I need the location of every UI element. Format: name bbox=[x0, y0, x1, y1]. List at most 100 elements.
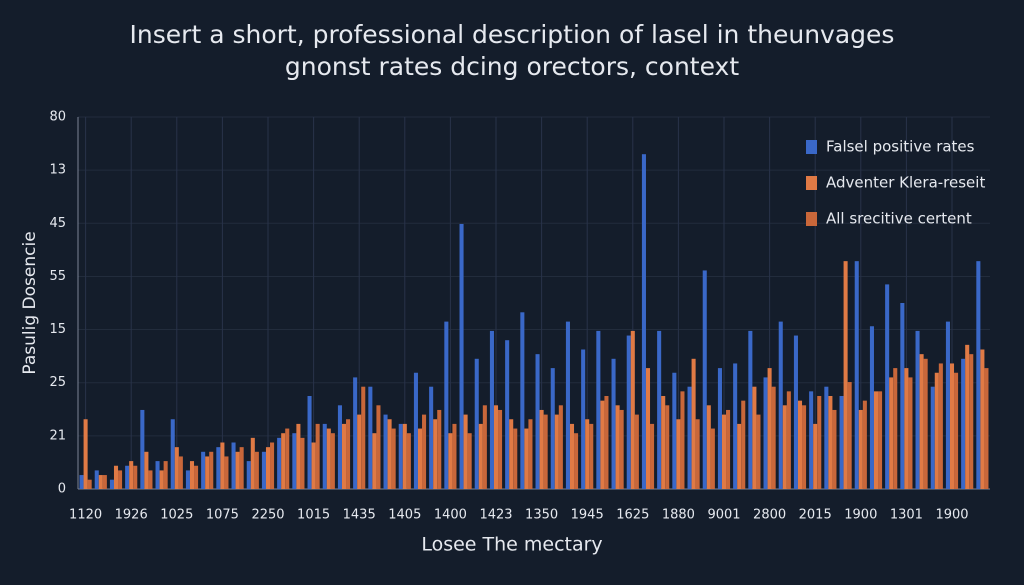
bar bbox=[224, 456, 229, 489]
bar bbox=[437, 409, 442, 489]
bar bbox=[645, 368, 651, 489]
bar bbox=[930, 386, 935, 489]
bar bbox=[862, 400, 867, 489]
bar bbox=[832, 409, 837, 489]
bar bbox=[737, 423, 742, 489]
x-axis-label: Losee The mectary bbox=[421, 534, 602, 556]
bar bbox=[417, 428, 423, 489]
bar bbox=[665, 405, 670, 489]
bar bbox=[433, 419, 438, 489]
bar bbox=[205, 456, 210, 489]
bar bbox=[254, 451, 259, 489]
bar bbox=[341, 423, 347, 489]
bar bbox=[641, 154, 646, 489]
bar bbox=[474, 358, 479, 489]
bar bbox=[687, 386, 692, 489]
bar bbox=[565, 321, 570, 489]
bar bbox=[285, 428, 290, 489]
bar bbox=[717, 368, 722, 489]
bar bbox=[839, 396, 844, 489]
bar bbox=[767, 368, 772, 489]
bar bbox=[908, 377, 913, 489]
x-tick-label: 1015 bbox=[297, 508, 330, 523]
bar bbox=[702, 270, 707, 489]
bar bbox=[813, 423, 818, 489]
y-tick-label: 80 bbox=[49, 110, 66, 125]
bar bbox=[505, 340, 510, 489]
bar bbox=[231, 442, 236, 489]
bar bbox=[463, 414, 468, 489]
bar bbox=[817, 396, 822, 489]
bar bbox=[858, 409, 863, 489]
bar bbox=[178, 456, 183, 489]
x-tick-label: 1900 bbox=[844, 508, 877, 523]
x-tick-label: 1350 bbox=[525, 508, 558, 523]
bar bbox=[444, 321, 449, 489]
x-tick-label: 1301 bbox=[890, 508, 923, 523]
bar bbox=[600, 400, 605, 489]
bar bbox=[969, 354, 974, 489]
bar bbox=[337, 405, 342, 489]
bar bbox=[220, 442, 225, 489]
bar bbox=[429, 386, 434, 489]
bar bbox=[346, 419, 351, 489]
bar bbox=[554, 414, 559, 489]
bar bbox=[763, 377, 768, 489]
y-tick-label: 55 bbox=[49, 269, 66, 284]
bar bbox=[824, 386, 829, 489]
chart-title: Insert a short, professional description… bbox=[130, 20, 895, 49]
legend-label: All srecitive certent bbox=[826, 210, 972, 228]
x-tick-label: 1926 bbox=[115, 508, 148, 523]
x-tick-label: 2250 bbox=[251, 508, 284, 523]
bar bbox=[398, 423, 403, 489]
bar bbox=[326, 428, 331, 489]
bar bbox=[174, 447, 179, 489]
x-tick-label: 9001 bbox=[707, 508, 740, 523]
bar bbox=[189, 461, 195, 489]
bar bbox=[949, 363, 955, 489]
bar bbox=[155, 461, 160, 489]
bar bbox=[869, 326, 874, 489]
bar bbox=[771, 386, 776, 489]
bar bbox=[216, 447, 221, 489]
bar bbox=[752, 386, 757, 489]
bar bbox=[748, 330, 753, 489]
y-tick-label: 13 bbox=[49, 163, 66, 178]
bar bbox=[809, 391, 814, 489]
bar bbox=[478, 423, 483, 489]
x-tick-label: 1945 bbox=[571, 508, 604, 523]
bar bbox=[261, 451, 266, 489]
bar bbox=[170, 419, 175, 489]
bar bbox=[615, 405, 620, 489]
bar bbox=[300, 437, 305, 489]
bar bbox=[934, 372, 939, 489]
bar bbox=[402, 423, 407, 489]
bar bbox=[634, 414, 639, 489]
bar bbox=[574, 433, 579, 489]
bar bbox=[661, 396, 666, 489]
bar bbox=[118, 470, 123, 489]
bar bbox=[422, 414, 427, 489]
x-tick-label: 1405 bbox=[388, 508, 421, 523]
bar bbox=[919, 354, 924, 489]
bar bbox=[980, 349, 985, 489]
bar bbox=[797, 400, 803, 489]
x-tick-label: 1120 bbox=[69, 508, 102, 523]
bar bbox=[873, 391, 879, 489]
bar bbox=[94, 470, 99, 489]
bar bbox=[330, 433, 335, 489]
x-tick-label: 2015 bbox=[799, 508, 832, 523]
bar bbox=[802, 405, 807, 489]
y-tick-label: 0 bbox=[58, 482, 66, 497]
bar bbox=[915, 330, 920, 489]
bar bbox=[539, 409, 544, 489]
bar bbox=[383, 414, 388, 489]
bar bbox=[672, 372, 677, 489]
bar bbox=[524, 428, 529, 489]
x-tick-label: 2800 bbox=[753, 508, 786, 523]
bar bbox=[498, 409, 503, 489]
bar bbox=[482, 405, 487, 489]
bar bbox=[109, 479, 114, 489]
bar bbox=[528, 419, 533, 489]
